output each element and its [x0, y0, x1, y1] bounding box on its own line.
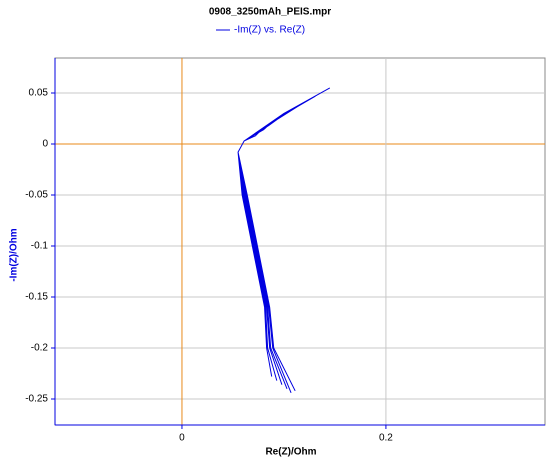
y-tick-label: -0.15	[25, 292, 48, 303]
y-tick-label: 0	[42, 139, 48, 150]
x-axis-label: Re(Z)/Ohm	[265, 447, 316, 458]
y-axis-label: -Im(Z)/Ohm	[9, 228, 20, 281]
y-tick-label: -0.1	[31, 241, 49, 252]
x-tick-label: 0	[179, 433, 185, 444]
y-tick-label: -0.2	[31, 343, 49, 354]
x-tick-label: 0.2	[379, 433, 393, 444]
plot-area	[54, 57, 546, 426]
legend-label: -Im(Z) vs. Re(Z)	[234, 25, 305, 36]
y-tick-label: -0.05	[25, 190, 48, 201]
y-tick-label: 0.05	[29, 88, 49, 99]
chart-title: 0908_3250mAh_PEIS.mpr	[209, 7, 331, 18]
y-tick-label: -0.25	[25, 394, 48, 405]
data-line	[237, 87, 331, 394]
